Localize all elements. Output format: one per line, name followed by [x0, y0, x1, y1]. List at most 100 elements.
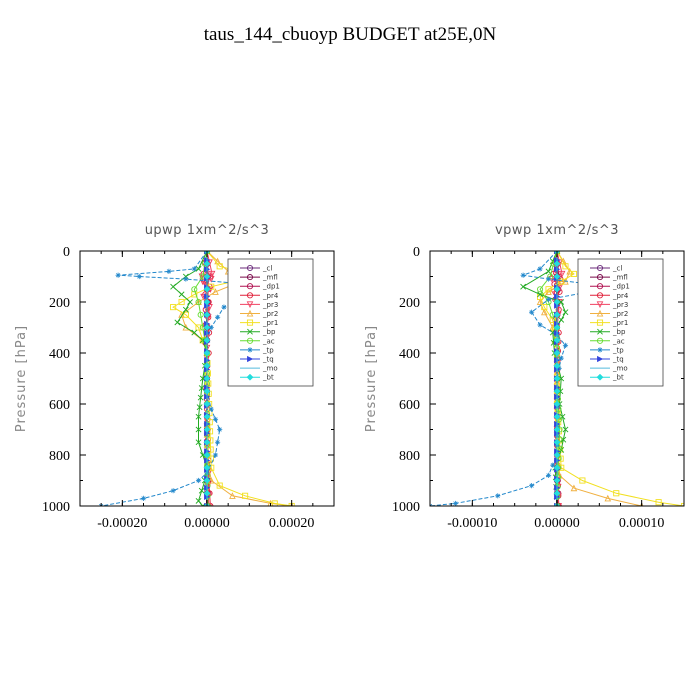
legend-item-cl: _cl	[590, 265, 622, 273]
data-point	[195, 439, 202, 446]
legend-marker	[596, 337, 604, 344]
data-point	[556, 365, 562, 371]
legend-marker	[246, 309, 254, 317]
data-point	[559, 413, 566, 420]
data-point	[195, 413, 202, 420]
figure-title: taus_144_cbuoyp BUDGET at25E,0N	[204, 24, 497, 45]
data-point	[562, 263, 569, 270]
data-point	[271, 500, 278, 506]
data-point	[203, 285, 211, 293]
y-tick-label: 800	[399, 449, 420, 464]
data-point	[170, 283, 177, 290]
data-point	[570, 484, 578, 492]
legend-label: _pr1	[612, 319, 628, 327]
legend-item-bt: _bt	[240, 374, 274, 382]
data-point	[182, 311, 189, 318]
legend-label: _ac	[262, 337, 275, 345]
data-point	[178, 298, 185, 306]
data-point	[545, 472, 552, 478]
legend-item-tp: _tp	[240, 346, 274, 354]
legend-label: _pr2	[262, 310, 278, 318]
data-point	[216, 482, 223, 489]
legend-item-pr2: _pr2	[240, 309, 278, 318]
data-point	[553, 451, 561, 459]
legend-item-pr1: _pr1	[240, 319, 278, 327]
y-tick-label: 600	[399, 398, 420, 413]
legend-marker	[246, 337, 254, 344]
y-tick-label: 400	[49, 347, 70, 362]
data-point	[553, 260, 561, 268]
data-point	[529, 483, 535, 489]
data-point	[207, 446, 214, 453]
legend-label: _pr3	[612, 301, 628, 309]
data-point	[242, 492, 249, 499]
data-point	[553, 285, 561, 293]
legend-marker	[246, 274, 254, 281]
data-point	[212, 452, 219, 458]
data-point	[195, 265, 202, 272]
data-point	[540, 308, 548, 316]
data-point	[203, 260, 211, 268]
data-point	[212, 416, 219, 422]
legend-marker	[596, 264, 604, 272]
data-point	[553, 413, 561, 421]
legend-item-tp: _tp	[590, 346, 624, 354]
legend-marker	[597, 347, 603, 353]
legend-item-tq: _tq	[590, 356, 624, 364]
legend-item-tq: _tq	[240, 356, 274, 364]
data-point	[553, 336, 561, 344]
data-point	[536, 298, 544, 306]
data-point	[208, 406, 214, 412]
legend-label: _tp	[262, 346, 274, 354]
data-point	[197, 394, 204, 401]
legend-marker	[596, 283, 604, 290]
data-point	[203, 387, 211, 395]
series-bt	[203, 251, 211, 506]
y-tick-label: 400	[399, 347, 420, 362]
y-tick-label: 1000	[392, 500, 420, 515]
legend-marker	[246, 301, 254, 309]
y-axis-label: Pressure [hPa]	[14, 325, 29, 432]
data-point	[170, 304, 177, 311]
legend-item-pr1: _pr1	[590, 319, 628, 327]
data-point	[187, 299, 193, 305]
data-point	[195, 324, 202, 331]
legend-marker	[246, 264, 254, 272]
data-point	[550, 462, 556, 468]
legend-label: _mo	[262, 365, 278, 373]
data-point	[613, 490, 620, 497]
data-point	[553, 477, 561, 484]
data-point	[545, 276, 552, 282]
data-point	[555, 502, 563, 506]
legend-item-pr4: _pr4	[590, 292, 629, 300]
legend-marker	[597, 355, 604, 363]
data-point	[655, 499, 662, 506]
data-point	[198, 385, 205, 391]
data-point	[562, 342, 569, 348]
data-point	[558, 355, 564, 361]
data-point	[198, 487, 205, 494]
data-point	[562, 426, 569, 433]
data-point	[217, 426, 223, 433]
legend-label: _pr4	[262, 292, 279, 300]
x-tick-label: 0.00020	[269, 516, 315, 531]
series-bt	[553, 251, 561, 506]
y-axis-label: Pressure [hPa]	[364, 325, 379, 432]
chart-panel-1: upwp 1xm^2/s^3 Pressure [hPa] 0 200 400 600 80…	[14, 223, 335, 531]
legend-item-ac: _ac	[240, 337, 275, 345]
data-point	[197, 311, 204, 318]
legend-marker	[596, 292, 604, 299]
y-tick-label: 800	[49, 449, 70, 464]
legend-marker	[246, 373, 254, 381]
legend: _cl_mfl_dp1_pr4_pr3_pr2_pr1_bp_ac_tp_tq_…	[577, 258, 664, 387]
data-point	[604, 494, 612, 502]
panel-title: vpwp 1xm^2/s^3	[495, 223, 619, 238]
data-point	[553, 400, 561, 408]
data-point	[208, 270, 216, 278]
data-point	[553, 311, 561, 319]
data-point	[452, 500, 458, 506]
data-point	[203, 298, 211, 306]
data-point	[203, 336, 211, 344]
legend-label: _pr4	[612, 292, 629, 300]
legend-marker	[247, 347, 253, 353]
